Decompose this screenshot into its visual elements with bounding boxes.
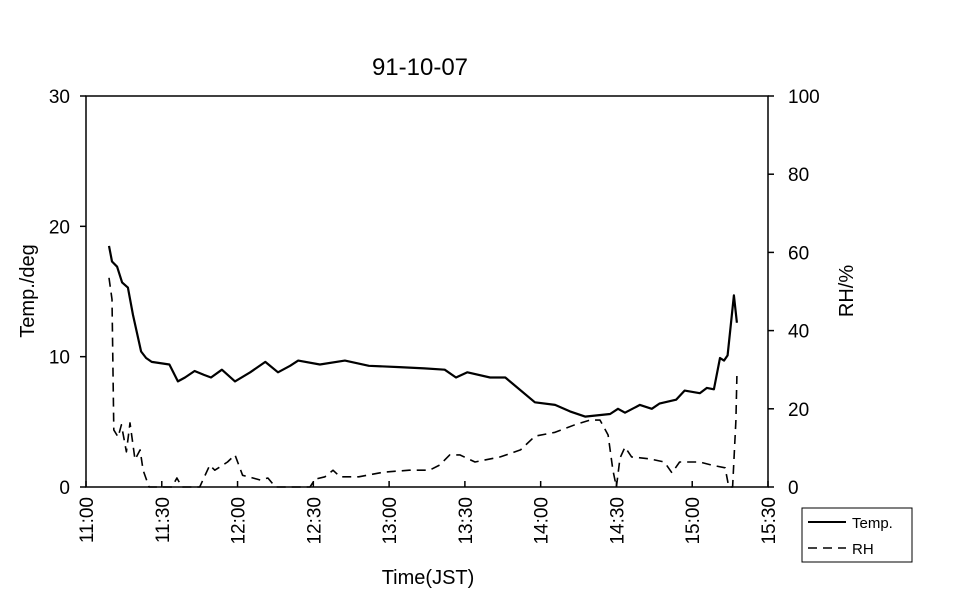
x-tick-label: 14:30: [607, 497, 628, 545]
plot-area: [85, 95, 769, 488]
y-tick-label: 10: [49, 348, 70, 369]
x-tick-label: 11:30: [153, 497, 174, 543]
x-axis-label: Time(JST): [382, 567, 475, 589]
legend: Temp. RH: [801, 507, 913, 563]
y2-axis-label: RH/%: [836, 265, 858, 317]
y2-tick-label: 40: [788, 322, 809, 343]
y-tick-label: 20: [49, 217, 70, 238]
legend-label-temp: Temp.: [852, 515, 893, 532]
series-line-temp: [107, 245, 738, 418]
x-tick-label: 14:00: [532, 497, 553, 545]
legend-box: [801, 507, 913, 563]
x-tick-label: 13:30: [456, 497, 477, 545]
y2-tick-label: 0: [788, 478, 799, 499]
y-tick-label: 30: [49, 87, 70, 108]
legend-label-rh: RH: [852, 541, 874, 558]
y2-tick-label: 100: [788, 87, 820, 108]
x-tick-label: 12:00: [229, 497, 250, 545]
y-tick-label: 0: [59, 478, 70, 499]
x-tick-label: 13:00: [380, 497, 401, 545]
y2-tick-label: 60: [788, 243, 809, 264]
chart-title: 91-10-07: [372, 54, 468, 81]
x-tick-label: 15:00: [683, 497, 704, 545]
x-tick-label: 11:00: [77, 497, 98, 543]
x-tick-label: 15:30: [759, 497, 780, 545]
y2-tick-label: 20: [788, 400, 809, 421]
y-axis-label: Temp./deg: [17, 244, 39, 337]
y2-tick-label: 80: [788, 165, 809, 186]
series-line-rh: [108, 277, 738, 488]
x-tick-label: 12:30: [304, 497, 325, 545]
